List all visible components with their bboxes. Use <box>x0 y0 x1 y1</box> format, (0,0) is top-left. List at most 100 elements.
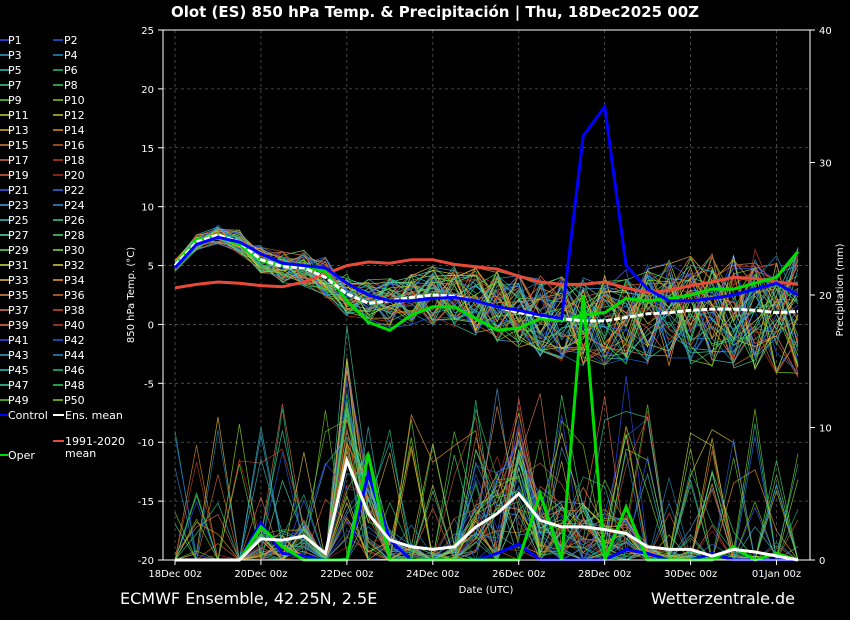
legend-label-p48: P48 <box>64 379 85 392</box>
legend-label-p21: P21 <box>8 184 29 197</box>
legend-label-p31: P31 <box>8 259 29 272</box>
member-precip-p45 <box>175 426 799 561</box>
y-tick-label: -20 <box>138 556 154 567</box>
member-line-p17 <box>174 242 799 365</box>
member-precip-p25 <box>175 436 799 561</box>
series-line-1991-2020-mean <box>174 258 799 295</box>
legend-label-p32: P32 <box>64 259 85 272</box>
legend-label-p6: P6 <box>64 64 78 77</box>
x-axis: 18Dec 00z 20Dec 00z 22Dec 00z 24Dec 00z 26De… <box>148 560 801 580</box>
legend-label-p13: P13 <box>8 124 29 137</box>
legend-label-p28: P28 <box>64 229 85 242</box>
legend-label-p20: P20 <box>64 169 85 182</box>
legend-label-p44: P44 <box>64 349 85 362</box>
legend-label-p49: P49 <box>8 394 29 407</box>
member-line-p37 <box>174 228 799 376</box>
legend-label-p8: P8 <box>64 79 78 92</box>
y-right-tick-label: 0 <box>819 556 825 567</box>
legend-label-p37: P37 <box>8 304 29 317</box>
member-precip-p43 <box>175 434 798 561</box>
x-tick-label: 01Jan 00z <box>752 569 801 580</box>
legend-label-p24: P24 <box>64 199 85 212</box>
x-tick-label: 22Dec 00z <box>320 569 373 580</box>
legend-label-p16: P16 <box>64 139 85 152</box>
y-tick-label: 20 <box>141 85 154 96</box>
member-line-p39 <box>174 227 799 360</box>
x-tick-label: 30Dec 00z <box>664 569 717 580</box>
series-line-control <box>173 102 799 321</box>
legend-label-p10: P10 <box>64 94 85 107</box>
footer-site: Wetterzentrale.de <box>651 589 795 608</box>
y-axis-right: 40 30 20 10 0 <box>810 26 832 567</box>
precip-line-ens-mean <box>175 455 799 562</box>
legend-label-control: Control <box>8 409 48 422</box>
y-axis-label-right: Precipitation (mm) <box>835 243 846 336</box>
legend-label-p7: P7 <box>8 79 22 92</box>
member-line-p45 <box>174 227 799 363</box>
legend-label-climate-line2: mean <box>65 447 96 460</box>
y-right-tick-label: 10 <box>819 424 832 435</box>
legend-label-p9: P9 <box>8 94 22 107</box>
legend-label-p11: P11 <box>8 109 29 122</box>
y-tick-label: -15 <box>138 497 154 508</box>
member-line-p21 <box>174 236 799 362</box>
member-line-p50 <box>174 237 799 374</box>
y-tick-label: 5 <box>148 262 154 273</box>
x-tick-label: 28Dec 00z <box>578 569 631 580</box>
member-precip-p32 <box>175 429 798 562</box>
y-tick-label: 10 <box>141 203 154 214</box>
legend-label-p15: P15 <box>8 139 29 152</box>
member-precip-p49 <box>174 419 799 561</box>
legend-label-p39: P39 <box>8 319 29 332</box>
y-tick-label: 25 <box>141 26 154 37</box>
legend-label-p41: P41 <box>8 334 29 347</box>
legend-label-p17: P17 <box>8 154 29 167</box>
y-right-tick-label: 20 <box>819 291 832 302</box>
legend-members: P1 P2 P3 P4 P5 P6 P7 P8 P9 P10 P11 P12 P13 P14 P15 P16 P… <box>0 34 85 407</box>
y-tick-label: 0 <box>148 320 154 331</box>
legend-label-p3: P3 <box>8 49 22 62</box>
series-line-ens-mean <box>173 233 799 323</box>
legend-label-p18: P18 <box>64 154 85 167</box>
legend-label-p35: P35 <box>8 289 29 302</box>
legend-label-oper: Oper <box>8 449 35 462</box>
x-tick-label: 18Dec 00z <box>148 569 201 580</box>
member-line-p49 <box>174 228 799 368</box>
member-precip-p46 <box>175 411 798 561</box>
member-precip-p48 <box>175 408 798 562</box>
member-line-p34 <box>174 230 799 367</box>
legend-label-p12: P12 <box>64 109 85 122</box>
legend-label-p38: P38 <box>64 304 85 317</box>
legend-label-p36: P36 <box>64 289 85 302</box>
member-precip-p47 <box>175 326 798 562</box>
member-line-p48 <box>174 232 799 365</box>
x-axis-label: Date (UTC) <box>459 585 514 596</box>
legend-label-p47: P47 <box>8 379 29 392</box>
legend: P1 P2 P3 P4 P5 P6 P7 P8 P9 P10 P11 P12 P13 P14 P15 P16 P… <box>0 34 125 462</box>
x-tick-label: 26Dec 00z <box>492 569 545 580</box>
x-tick-label: 20Dec 00z <box>234 569 287 580</box>
legend-label-p30: P30 <box>64 244 85 257</box>
legend-label-p34: P34 <box>64 274 85 287</box>
y-right-tick-label: 30 <box>819 159 832 170</box>
legend-label-p5: P5 <box>8 64 22 77</box>
y-axis-left: 25 20 15 10 5 0 -5 -10 -15 -20 <box>138 26 163 567</box>
legend-label-p42: P42 <box>64 334 85 347</box>
member-line-p35 <box>174 241 799 364</box>
footer-source: ECMWF Ensemble, 42.25N, 2.5E <box>120 589 377 608</box>
legend-label-p2: P2 <box>64 34 78 47</box>
legend-label-p4: P4 <box>64 49 78 62</box>
legend-label-p45: P45 <box>8 364 29 377</box>
legend-label-p22: P22 <box>64 184 85 197</box>
legend-label-p50: P50 <box>64 394 85 407</box>
legend-label-p1: P1 <box>8 34 22 47</box>
y-tick-label: -5 <box>144 379 154 390</box>
legend-label-p29: P29 <box>8 244 29 257</box>
y-tick-label: -10 <box>138 438 154 449</box>
chart-title: Olot (ES) 850 hPa Temp. & Precipitación … <box>171 3 699 22</box>
legend-label-p46: P46 <box>64 364 85 377</box>
member-line-p25 <box>174 226 799 364</box>
legend-label-p23: P23 <box>8 199 29 212</box>
legend-label-ens-mean: Ens. mean <box>65 409 123 422</box>
